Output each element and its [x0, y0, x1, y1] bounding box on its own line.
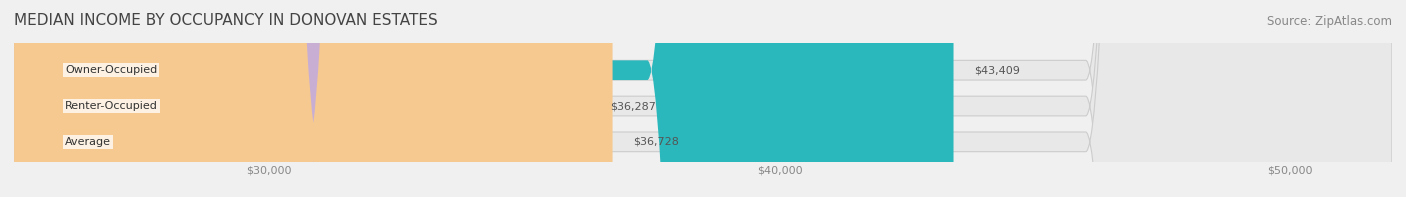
Text: $36,728: $36,728: [633, 137, 679, 147]
FancyBboxPatch shape: [14, 0, 953, 197]
Text: Renter-Occupied: Renter-Occupied: [65, 101, 157, 111]
Text: $36,287: $36,287: [610, 101, 657, 111]
FancyBboxPatch shape: [14, 0, 1392, 197]
FancyBboxPatch shape: [14, 0, 1392, 197]
Text: Average: Average: [65, 137, 111, 147]
Text: MEDIAN INCOME BY OCCUPANCY IN DONOVAN ESTATES: MEDIAN INCOME BY OCCUPANCY IN DONOVAN ES…: [14, 13, 437, 28]
Text: Owner-Occupied: Owner-Occupied: [65, 65, 157, 75]
Text: Source: ZipAtlas.com: Source: ZipAtlas.com: [1267, 15, 1392, 28]
Text: $43,409: $43,409: [974, 65, 1019, 75]
FancyBboxPatch shape: [14, 0, 613, 197]
FancyBboxPatch shape: [14, 0, 591, 197]
FancyBboxPatch shape: [14, 0, 1392, 197]
